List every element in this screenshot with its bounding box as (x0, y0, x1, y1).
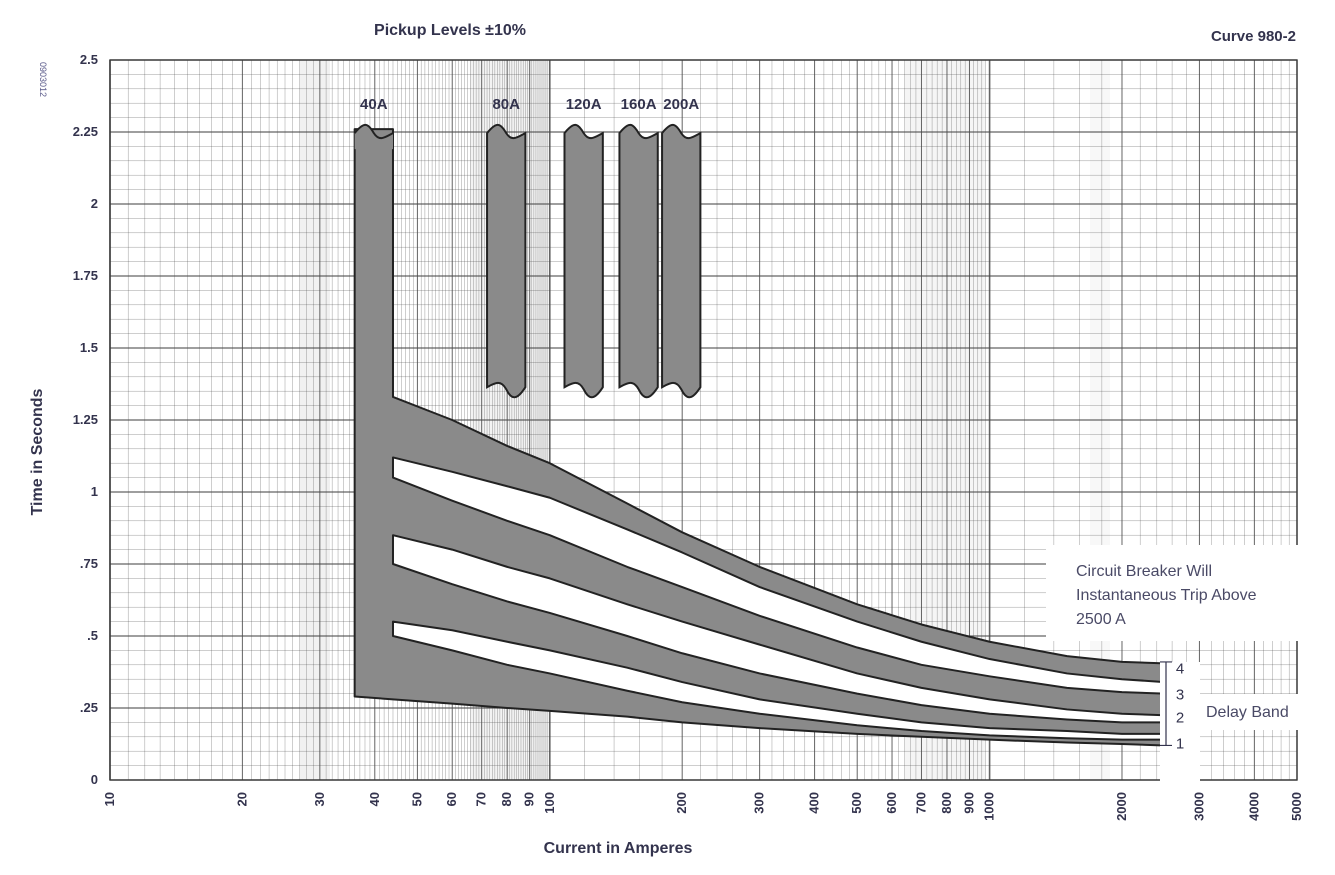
pickup-label: 160A (621, 96, 657, 113)
delay-band-number: 4 (1176, 661, 1184, 678)
pickup-label: 120A (566, 96, 602, 113)
y-tick-label: 1 (91, 484, 98, 499)
y-tick-label: 2.5 (80, 52, 98, 67)
x-tick-label: 70 (474, 792, 489, 806)
pickup-bar-80a (486, 123, 527, 399)
y-tick-label: .25 (80, 700, 98, 715)
side-code: 0903012 (38, 62, 48, 97)
x-tick-label: 50 (409, 792, 424, 806)
pickup-bar-120a (563, 123, 604, 399)
pickup-label: 40A (360, 96, 388, 113)
x-tick-label: 40 (367, 792, 382, 806)
plot-frame (109, 59, 1298, 781)
x-axis-label: Current in Amperes (544, 840, 693, 857)
y-tick-label: 0 (91, 772, 98, 787)
note-line-3: 2500 A (1076, 611, 1126, 628)
x-tick-label: 500 (849, 792, 864, 814)
x-tick-label: 900 (961, 792, 976, 814)
x-tick-label: 100 (542, 792, 557, 814)
delay-band-labels: Delay Band 4 3 2 1 (1160, 661, 1312, 784)
x-tick-label: 80 (499, 792, 514, 806)
y-tick-label: 1.5 (80, 340, 98, 355)
delay-band-label: Delay Band (1206, 704, 1289, 721)
x-tick-label: 600 (884, 792, 899, 814)
x-tick-label: 90 (522, 792, 537, 806)
y-tick-label: 2.25 (73, 124, 98, 139)
x-tick-label: 700 (913, 792, 928, 814)
x-tick-label: 800 (939, 792, 954, 814)
delay-band-number: 2 (1176, 710, 1184, 727)
delay-band-number: 3 (1176, 687, 1184, 704)
pickup-bar-40a-break (353, 123, 394, 140)
x-tick-label: 400 (807, 792, 822, 814)
delay-band-backdrop (1160, 662, 1200, 784)
y-tick-label: .75 (80, 556, 98, 571)
note-line-2: Instantaneous Trip Above (1076, 587, 1257, 604)
delay-label-backdrop (1200, 694, 1312, 730)
x-tick-label: 30 (312, 792, 327, 806)
chart-title: Pickup Levels ±10% (374, 22, 526, 39)
delay-band-bracket (1160, 661, 1172, 747)
y-axis-label: Time in Seconds (29, 388, 46, 515)
pickup-bar-160a (618, 123, 659, 399)
tick-labels: 0 .25 .5 .75 1 1.25 1.5 1.75 2 2.25 2.5 10 20 30 40 50 6… (73, 52, 1304, 821)
y-tick-label: 1.75 (73, 268, 98, 283)
x-tick-label: 3000 (1191, 792, 1206, 821)
note-line-1: Circuit Breaker Will (1076, 563, 1212, 580)
pickup-bar-200a (661, 123, 702, 399)
x-tick-label: 2000 (1114, 792, 1129, 821)
y-tick-label: 1.25 (73, 412, 98, 427)
x-tick-label: 10 (102, 792, 117, 806)
x-tick-label: 20 (234, 792, 249, 806)
pickup-label: 200A (663, 96, 699, 113)
instantaneous-trip-note: Circuit Breaker Will Instantaneous Trip … (1046, 545, 1308, 641)
x-tick-label: 5000 (1289, 792, 1304, 821)
curve-id-label: Curve 980-2 (1211, 28, 1296, 45)
x-tick-label: 1000 (982, 792, 997, 821)
delay-band-number: 1 (1176, 736, 1184, 753)
y-tick-label: .5 (87, 628, 98, 643)
pickup-bar-40a (354, 124, 393, 150)
x-tick-label: 4000 (1246, 792, 1261, 821)
x-tick-label: 60 (444, 792, 459, 806)
pickup-level-bars: 40A 80A 120A 160A 200A (353, 96, 702, 399)
pickup-label: 80A (492, 96, 520, 113)
x-tick-label: 300 (752, 792, 767, 814)
note-backdrop (1046, 545, 1308, 641)
y-tick-label: 2 (91, 196, 98, 211)
x-tick-label: 200 (674, 792, 689, 814)
